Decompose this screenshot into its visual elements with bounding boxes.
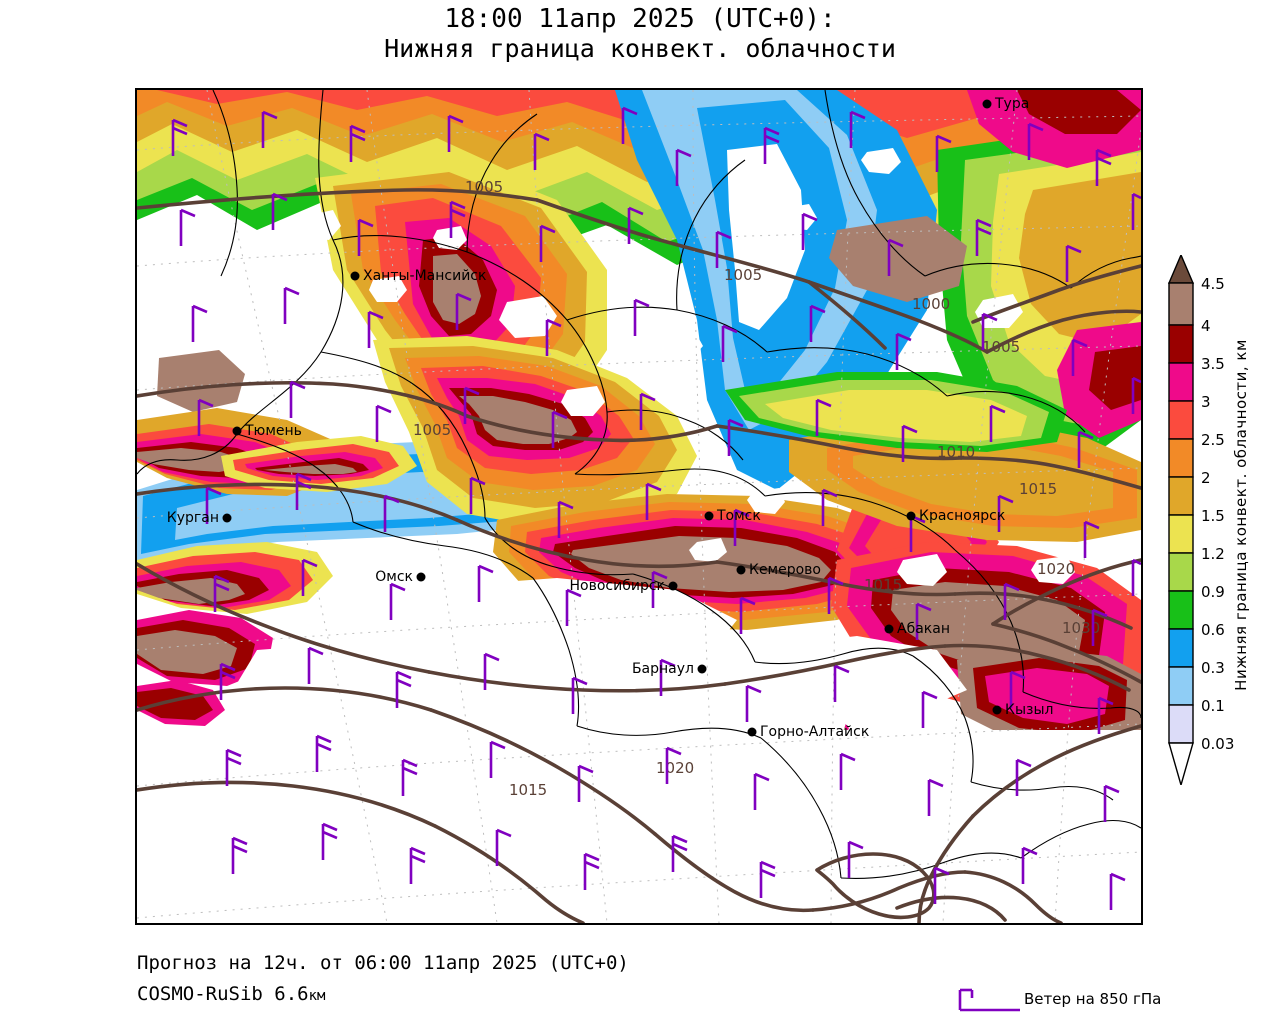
wind-legend: Ветер на 850 гПа [952,988,1272,1018]
colorbar-axis-label: Нижняя граница конвект. облачности, км [1232,339,1251,691]
colorbar-tick: 1.2 [1201,545,1225,563]
city-marker: Абакан [884,621,950,637]
isobar-label: 1015 [509,781,547,799]
isobar-label: 1030 [1062,619,1100,637]
city-layer: Тура Ханты-Мансийск Тюмень Курган Томск … [167,96,1054,740]
city-marker: Новосибирск [570,578,678,594]
colorbar-tick: 2 [1201,469,1211,487]
colorbar-tick: 0.6 [1201,621,1225,639]
colorbar-bands [1168,282,1194,744]
svg-text:Абакан: Абакан [897,621,950,637]
svg-text:Томск: Томск [716,508,761,524]
isobar-label: 1015 [1019,480,1057,498]
svg-text:Горно-Алтайск: Горно-Алтайск [760,724,869,740]
city-marker: Курган [167,510,232,526]
isobar-label: 1020 [1037,560,1075,578]
city-marker: Тюмень [232,423,302,439]
colorbar-tick: 3 [1201,393,1211,411]
page-title-line1: 18:00 11апр 2025 (UTC+0): [444,4,836,34]
city-marker: Омск [375,569,426,585]
svg-text:Красноярск: Красноярск [919,508,1005,524]
isobar-label: 1005 [413,421,451,439]
page-title-line2: Нижняя граница конвект. облачности [384,34,896,63]
colorbar: 4.5 4 3.5 3 2.5 2 1.5 1.2 0.9 0.6 0.3 0.… [1155,255,1275,785]
city-marker: Томск [704,508,761,524]
isobar-label: 1005 [724,266,762,284]
colorbar-top-arrow [1167,255,1195,284]
wind-barb-icon [958,988,1020,1012]
svg-text:Омск: Омск [375,569,413,585]
cloud-base-field [137,90,1141,923]
city-marker: Кемерово [736,562,821,578]
weather-map-svg: 1005 1005 1000 1005 1005 1010 1015 1020 … [137,90,1141,923]
svg-text:Новосибирск: Новосибирск [570,578,665,594]
isobar-label: 1010 [937,443,975,461]
svg-text:Тюмень: Тюмень [244,423,302,439]
graticule [137,90,1141,923]
isobar-label: 1005 [982,338,1020,356]
city-marker: Барнаул [632,661,707,677]
colorbar-tick: 0.9 [1201,583,1225,601]
svg-text:Ханты-Мансийск: Ханты-Мансийск [363,268,486,284]
isobar-label: 1005 [465,178,503,196]
wind-legend-label: Ветер на 850 гПа [1024,990,1162,1008]
colorbar-tick: 1.5 [1201,507,1225,525]
city-marker: Ханты-Мансийск [350,268,486,284]
colorbar-tick: 4.5 [1201,275,1225,293]
isobar-label: 1020 [656,759,694,777]
model-info: COSMO-RuSib 6.6км [137,979,1037,1012]
model-name: COSMO-RuSib [137,983,263,1005]
title-block: 18:00 11апр 2025 (UTC+0): Нижняя граница… [0,4,1280,64]
isobar-labels: 1005 1005 1000 1005 1005 1010 1015 1020 … [413,178,1100,799]
svg-text:Кызыл: Кызыл [1005,702,1053,718]
city-marker: Красноярск [906,508,1005,524]
colorbar-tick: 0.03 [1201,735,1234,753]
svg-text:Кемерово: Кемерово [749,562,821,578]
model-resolution-unit: км [308,988,326,1004]
forecast-info: Прогноз на 12ч. от 06:00 11апр 2025 (UTC… [137,952,629,974]
colorbar-tick: 4 [1201,317,1211,335]
colorbar-bottom-arrow [1168,742,1194,785]
colorbar-tick-labels: 4.5 4 3.5 3 2.5 2 1.5 1.2 0.9 0.6 0.3 0.… [1201,275,1234,753]
wind-barb-layer [171,106,1141,910]
colorbar-tick: 3.5 [1201,355,1225,373]
svg-text:Барнаул: Барнаул [632,661,694,677]
weather-map-panel[interactable]: 1005 1005 1000 1005 1005 1010 1015 1020 … [135,88,1143,925]
city-marker: Горно-Алтайск [747,724,869,740]
isobar-label: 1015 [864,576,902,594]
colorbar-svg: 4.5 4 3.5 3 2.5 2 1.5 1.2 0.9 0.6 0.3 0.… [1167,255,1234,785]
city-marker: Кызыл [992,702,1053,718]
colorbar-tick: 0.1 [1201,697,1225,715]
svg-text:Курган: Курган [167,510,219,526]
isobar-label: 1000 [912,295,950,313]
colorbar-tick: 2.5 [1201,431,1225,449]
footer: Прогноз на 12ч. от 06:00 11апр 2025 (UTC… [137,948,1037,1012]
city-marker: Тура [982,96,1029,112]
colorbar-tick: 0.3 [1201,659,1225,677]
svg-text:Тура: Тура [994,96,1029,112]
model-resolution: 6.6 [274,983,309,1005]
